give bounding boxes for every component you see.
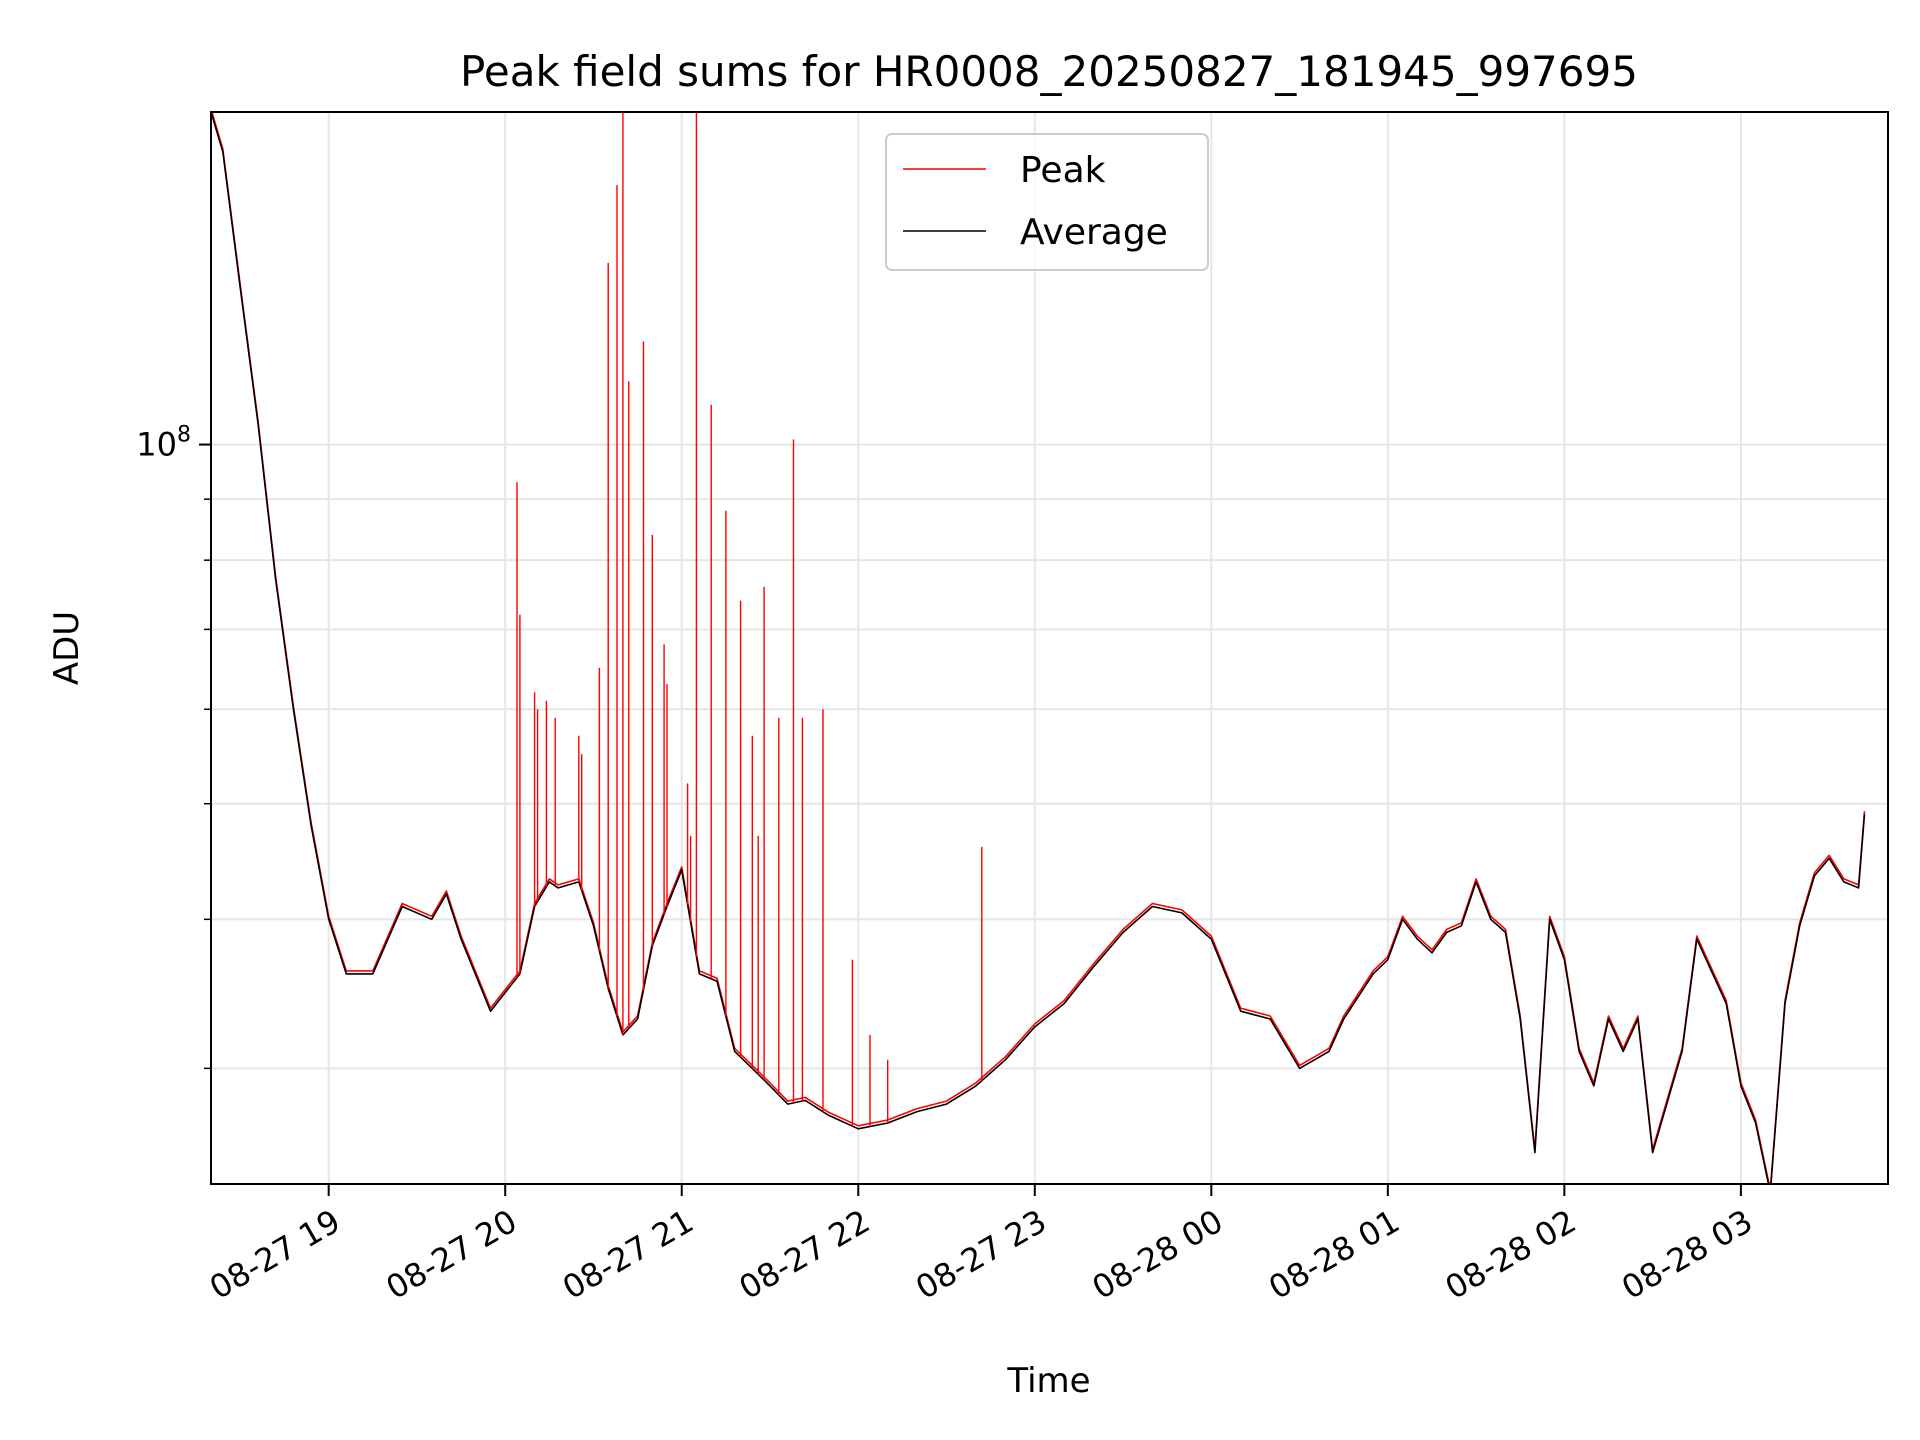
grid-layer: [211, 112, 1888, 1184]
chart-title: Peak field sums for HR0008_20250827_1819…: [460, 47, 1638, 96]
peak-baseline-line: [211, 112, 1866, 1184]
y-tick-label: 108: [136, 423, 191, 464]
legend-box: [885, 133, 1209, 271]
plot-frame: [210, 111, 1889, 1185]
legend-average-label: Average: [1020, 212, 1168, 253]
legend: Peak Average: [885, 133, 1209, 271]
legend-peak-label: Peak: [1020, 150, 1106, 191]
plot-area: [211, 112, 1866, 1184]
data-layer: [211, 112, 1866, 1184]
y-axis-label: ADU: [47, 611, 87, 685]
average-line: [211, 112, 1866, 1184]
x-axis-label: Time: [1006, 1361, 1090, 1401]
